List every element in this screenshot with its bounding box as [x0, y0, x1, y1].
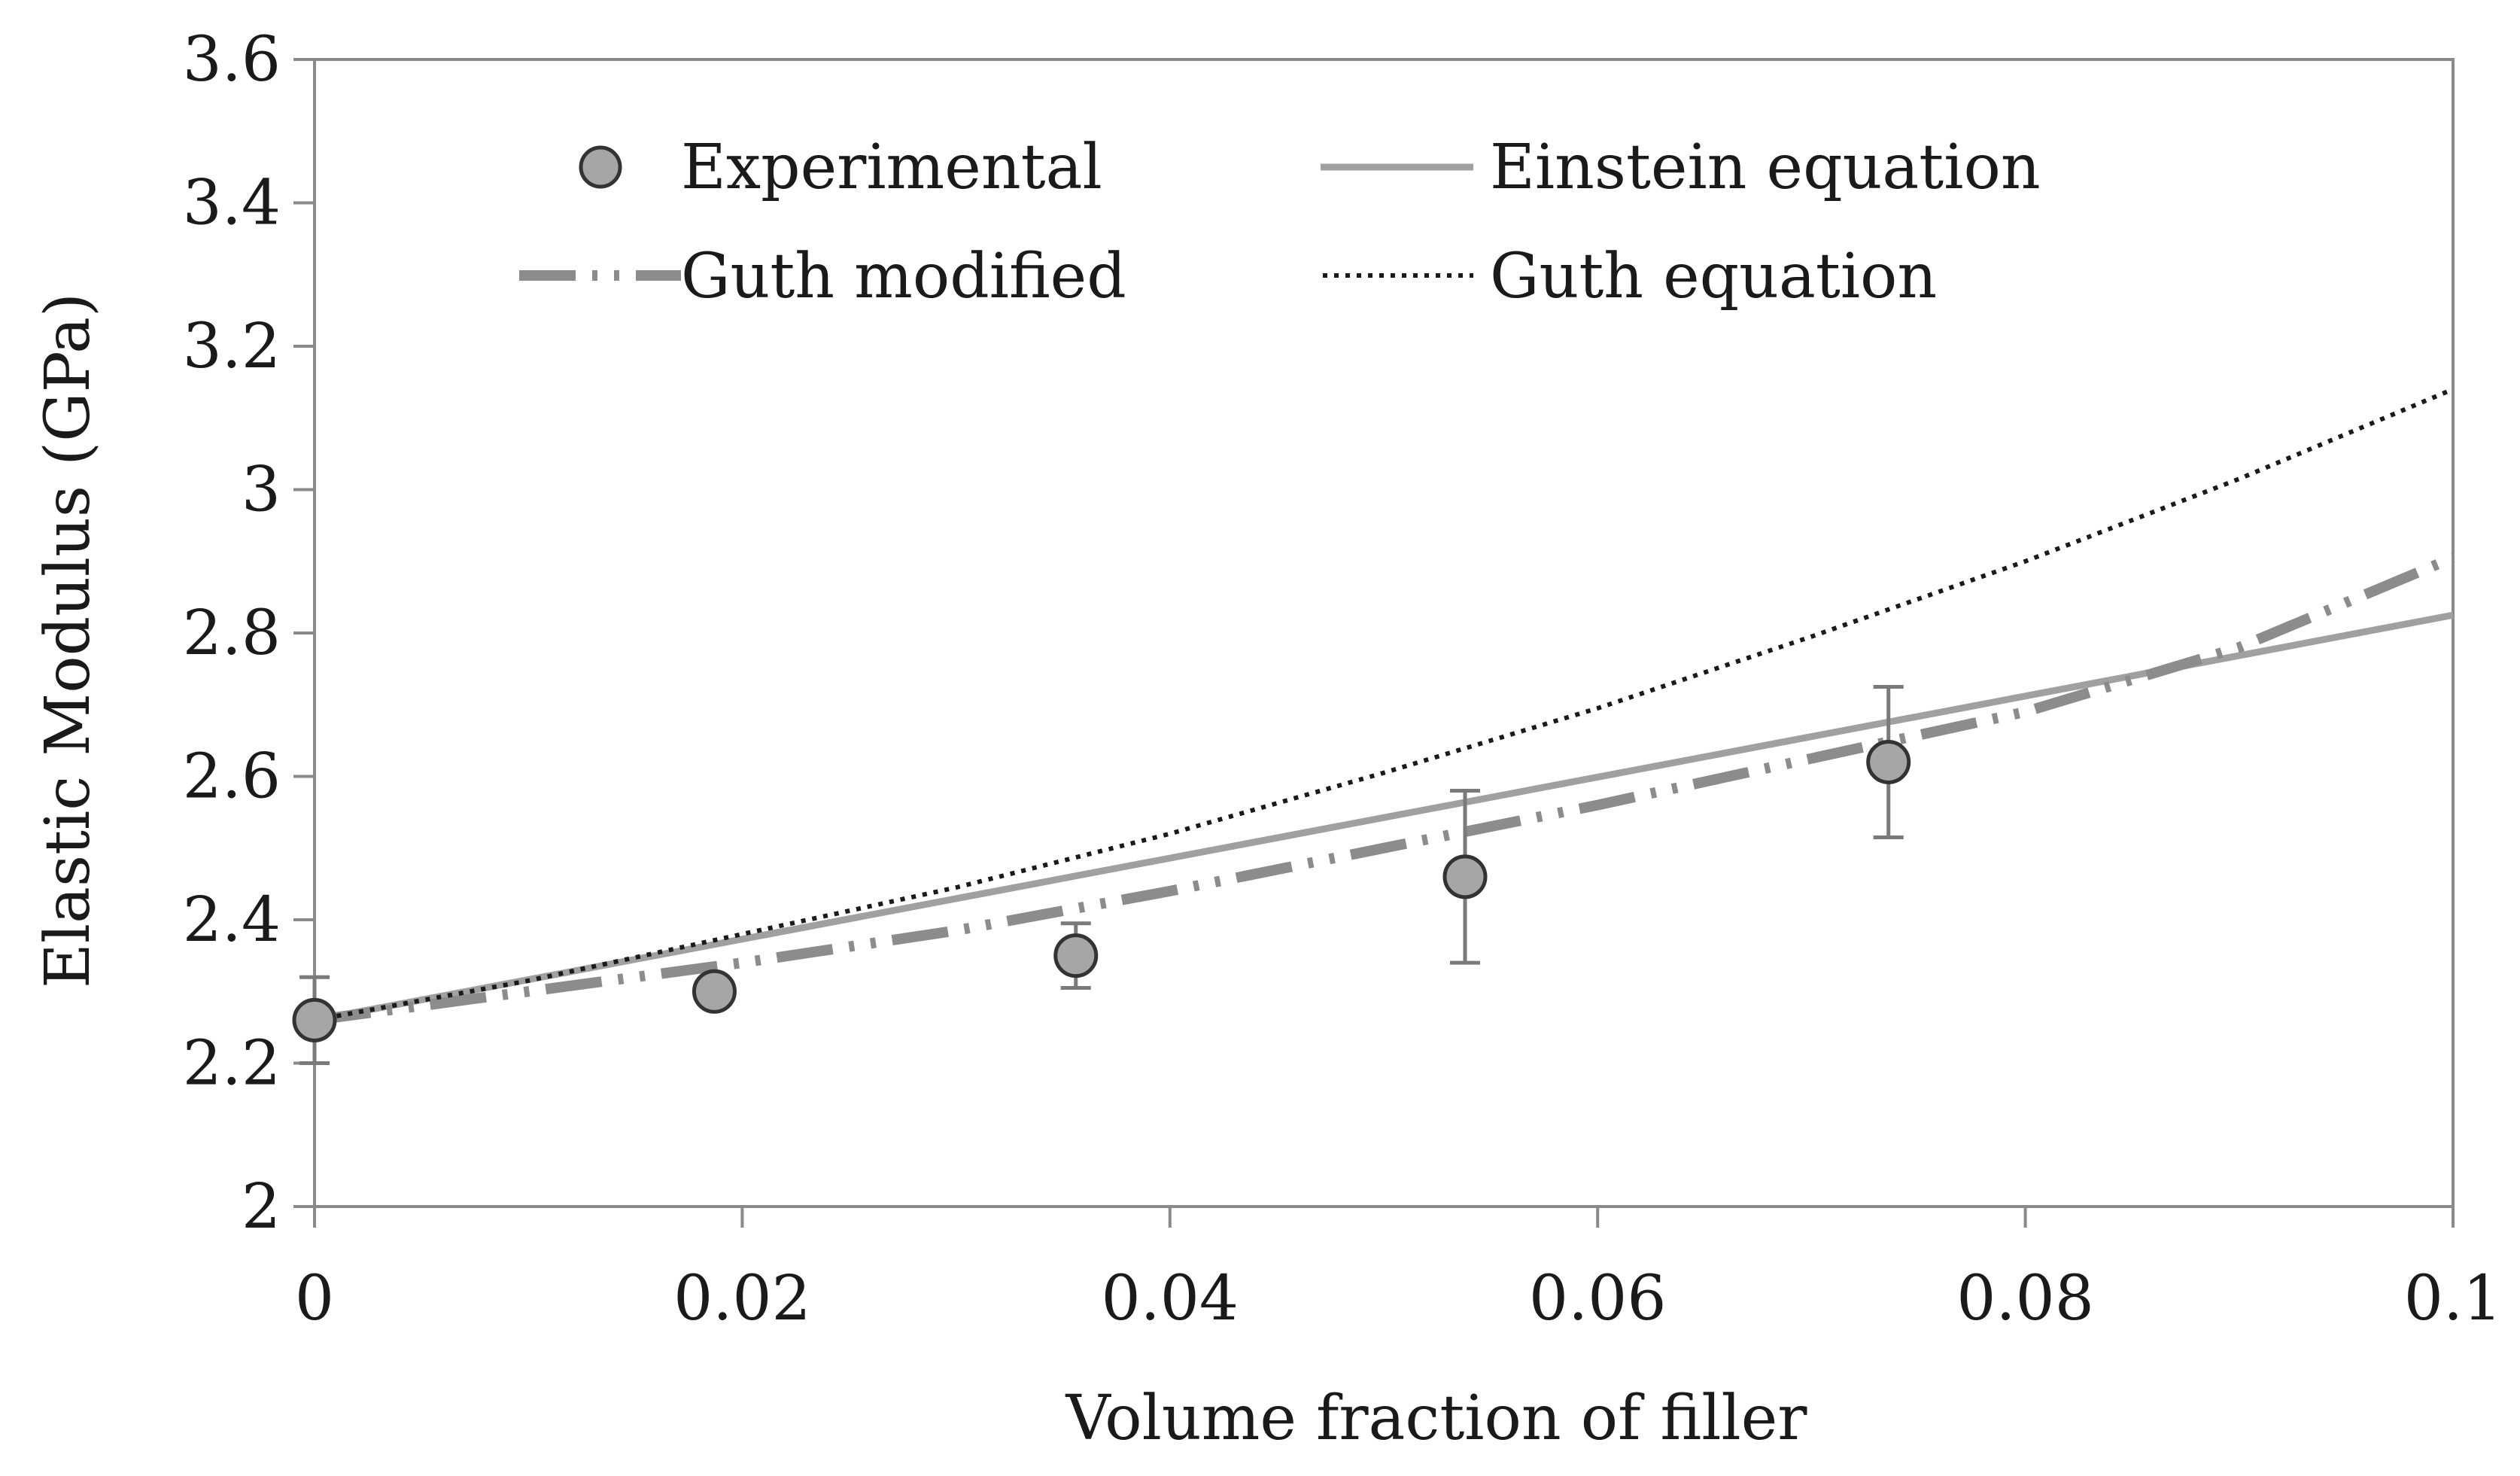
x-tick-label: 0.08	[1956, 1263, 2094, 1334]
series-layer	[314, 387, 2455, 1026]
legend-label-einstein: Einstein equation	[1490, 132, 2041, 203]
legend-item-einstein: Einstein equation	[1321, 132, 2041, 203]
experimental-point	[1866, 739, 1911, 784]
legend: Experimental Einstein equation Guth modi…	[519, 132, 2041, 312]
legend-item-experimental: Experimental	[579, 132, 1102, 203]
y-axis-title: Elastic Modulus (GPa)	[32, 293, 104, 988]
legend-label-experimental: Experimental	[681, 132, 1102, 203]
series-line-guth-equation	[314, 387, 2455, 1023]
y-axis: 2 2.2 2.4 2.6 2.8 3 3.2 3.4 3.6	[183, 24, 315, 1243]
y-tick-label: 2	[242, 1171, 281, 1243]
y-tick-label: 3.2	[183, 311, 281, 382]
legend-label-guth-modified: Guth modified	[681, 241, 1126, 312]
x-tick-label: 0.02	[673, 1263, 811, 1334]
experimental-point	[292, 997, 337, 1042]
y-tick-label: 3.4	[183, 168, 281, 239]
y-tick-label: 2.2	[183, 1028, 281, 1100]
y-tick-label: 2.6	[183, 741, 281, 813]
y-tick-label: 3.6	[183, 24, 281, 96]
x-axis-title: Volume fraction of filler	[1065, 1383, 1808, 1454]
legend-item-guth-equation: Guth equation	[1323, 241, 1937, 312]
series-line-einstein-equation	[314, 611, 2454, 1024]
series-line-guth-modified	[314, 552, 2455, 1026]
experimental-point	[1053, 933, 1099, 978]
experimental-points	[292, 684, 1911, 1065]
x-axis: 0 0.02 0.04 0.06 0.08 0.1	[295, 1207, 2502, 1334]
legend-label-guth-equation: Guth equation	[1490, 241, 1937, 312]
legend-item-guth-modified: Guth modified	[519, 241, 1126, 312]
y-tick-label: 2.8	[183, 598, 281, 669]
legend-marker-experimental	[579, 145, 622, 189]
experimental-point	[692, 969, 737, 1014]
x-tick-label: 0.04	[1102, 1263, 1239, 1334]
x-tick-label: 0	[295, 1263, 334, 1334]
x-tick-label: 0.06	[1529, 1263, 1667, 1334]
x-tick-label: 0.1	[2404, 1263, 2502, 1334]
y-tick-label: 2.4	[183, 884, 281, 956]
y-tick-label: 3	[242, 455, 281, 526]
experimental-point	[1442, 854, 1488, 899]
